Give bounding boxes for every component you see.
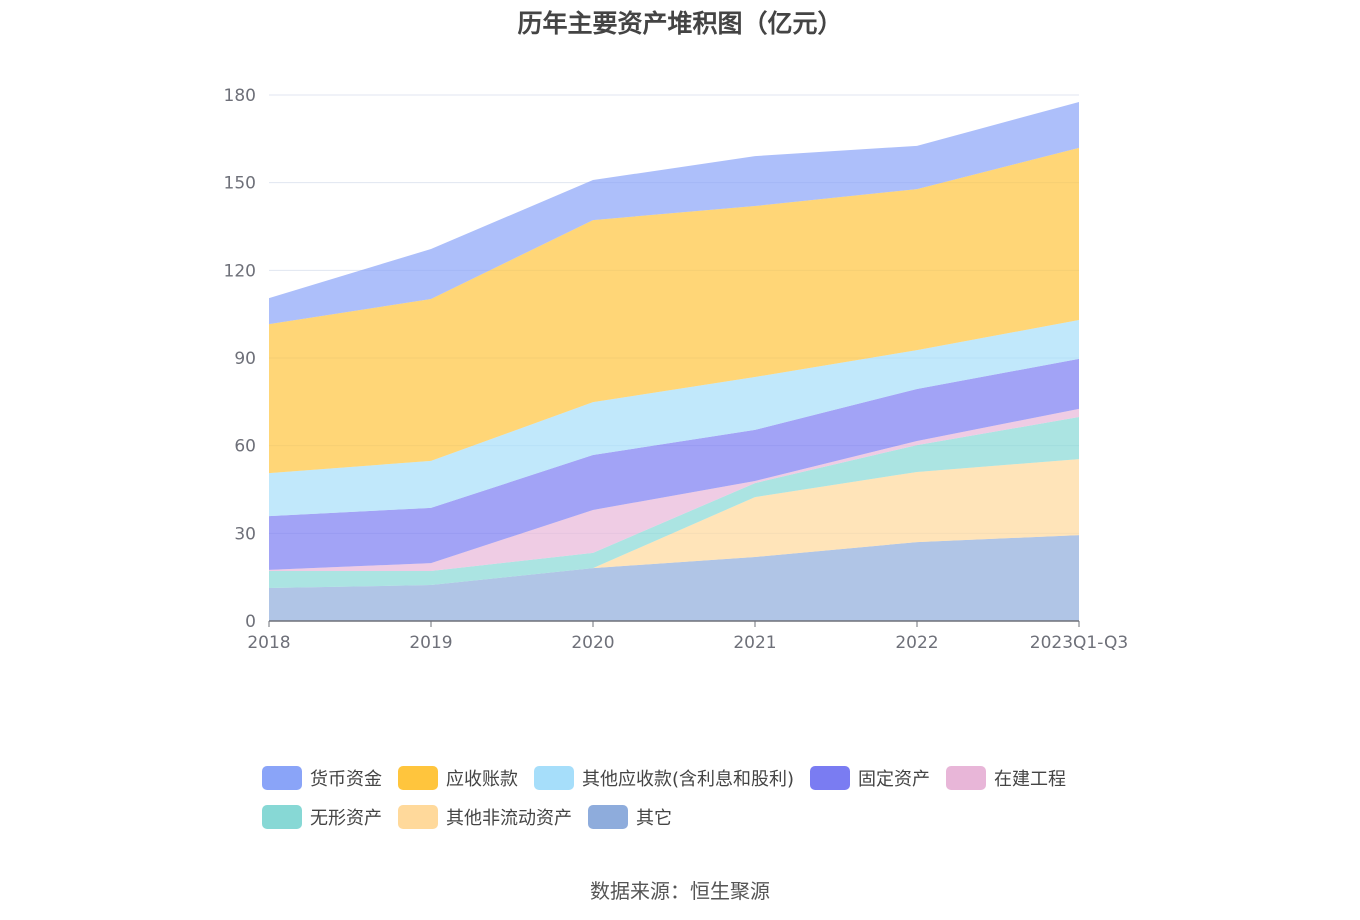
x-tick-label: 2021	[733, 633, 776, 653]
area-其它	[269, 535, 1079, 621]
data-source: 数据来源：恒生聚源	[590, 879, 770, 903]
y-tick-label: 30	[234, 524, 256, 544]
legend-label: 在建工程	[994, 768, 1067, 790]
area-无形资产	[269, 417, 1079, 588]
area-其他非流动资产	[269, 459, 1079, 588]
legend-row: 无形资产 其他非流动资产 其它	[262, 797, 1142, 836]
chart-title: 历年主要资产堆积图（亿元）	[517, 9, 843, 38]
stacked-area-chart: 0 30 60 90 120 150 180 2018 2019 2020 2021 2022 2023…	[224, 86, 1129, 653]
legend-item[interactable]: 无形资产	[262, 804, 382, 830]
legend-swatch	[398, 765, 438, 790]
area-货币资金	[269, 102, 1079, 325]
x-tick-label: 2023Q1-Q3	[1030, 633, 1128, 653]
area-固定资产	[269, 358, 1079, 570]
legend-swatch	[262, 765, 302, 790]
area-在建工程	[269, 408, 1079, 572]
legend: 货币资金 应收账款 其他应收款(含利息和股利) 固定资产 在建工程无形资产 其他非流动资产…	[262, 758, 1142, 836]
legend-swatch	[398, 804, 438, 829]
legend-label: 应收账款	[446, 768, 518, 790]
legend-item[interactable]: 其他应收款(含利息和股利)	[534, 765, 794, 791]
x-tick-label: 2022	[895, 633, 938, 653]
area-其他应收款(含利息和股利)	[269, 320, 1079, 517]
area-应收账款	[269, 147, 1079, 474]
legend-swatch	[946, 765, 987, 790]
legend-label: 固定资产	[858, 768, 931, 790]
legend-item[interactable]: 应收账款	[398, 765, 518, 791]
y-tick-label: 150	[224, 174, 256, 194]
legend-swatch	[810, 765, 851, 790]
legend-item[interactable]: 在建工程	[946, 765, 1066, 791]
y-tick-label: 0	[245, 612, 256, 632]
legend-label: 货币资金	[310, 768, 382, 790]
legend-item[interactable]: 其他非流动资产	[398, 804, 572, 830]
y-tick-label: 90	[234, 349, 256, 369]
legend-label: 其他应收款(含利息和股利)	[582, 768, 795, 790]
legend-row: 货币资金 应收账款 其他应收款(含利息和股利) 固定资产 在建工程	[262, 758, 1142, 797]
legend-item[interactable]: 其它	[588, 804, 672, 830]
y-tick-label: 60	[234, 437, 256, 457]
x-tick-label: 2018	[247, 633, 290, 653]
legend-item[interactable]: 货币资金	[262, 765, 382, 791]
legend-swatch	[588, 804, 628, 829]
legend-label: 无形资产	[310, 807, 382, 829]
y-tick-label: 180	[224, 86, 256, 106]
y-tick-label: 120	[224, 261, 256, 281]
x-tick-label: 2019	[409, 633, 452, 653]
legend-label: 其他非流动资产	[446, 807, 572, 829]
legend-label: 其它	[636, 807, 672, 829]
legend-item[interactable]: 固定资产	[810, 765, 930, 791]
x-tick-label: 2020	[571, 633, 614, 653]
legend-swatch	[262, 804, 302, 829]
legend-swatch	[534, 765, 574, 790]
